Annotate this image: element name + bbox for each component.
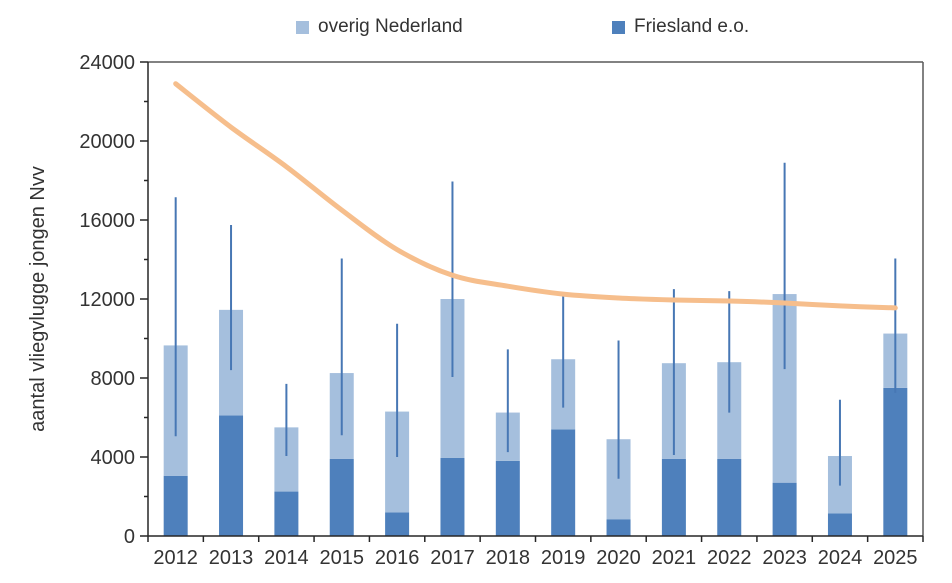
y-tick-label: 24000 — [79, 52, 135, 74]
plot-area: 0 4000 8000 12000 16000 20000 24000 2012 2013 201… — [79, 52, 924, 569]
trend-line-path — [173, 81, 898, 311]
x-tick-label: 2020 — [596, 547, 641, 569]
x-tick-label: 2022 — [707, 547, 752, 569]
x-tick-label: 2023 — [762, 547, 807, 569]
x-tick-label: 2021 — [652, 547, 697, 569]
x-tick-label: 2024 — [818, 547, 863, 569]
x-tick-label: 2012 — [153, 547, 198, 569]
y-tick-label: 0 — [124, 526, 135, 548]
bar-friesland-segment — [551, 429, 576, 536]
bar-friesland-segment — [495, 460, 520, 536]
x-tick-label: 2015 — [320, 547, 365, 569]
bar-friesland-segment — [274, 491, 299, 536]
x-tick-label: 2025 — [873, 547, 918, 569]
y-tick-label: 8000 — [91, 368, 136, 390]
x-tick-label: 2019 — [541, 547, 586, 569]
x-tick-label: 2014 — [264, 547, 309, 569]
bar-friesland-segment — [661, 458, 686, 536]
x-tick-label: 2018 — [486, 547, 531, 569]
bar-friesland-segment — [717, 458, 742, 536]
x-tick-label: 2016 — [375, 547, 420, 569]
y-tick-label: 12000 — [79, 289, 135, 311]
y-axis-title: aantal vliegvlugge jongen Nvv — [27, 166, 49, 432]
y-tick-label: 20000 — [79, 131, 135, 153]
bar-friesland-segment — [883, 387, 908, 536]
bar-friesland-segment — [772, 482, 797, 536]
y-tick-label: 16000 — [79, 210, 135, 232]
bar-friesland-segment — [827, 513, 852, 536]
bar-friesland-segment — [440, 457, 465, 536]
bar-friesland-segment — [219, 415, 244, 536]
bar-friesland-segment — [163, 475, 188, 536]
y-tick-label: 4000 — [91, 447, 136, 469]
bar-friesland-segment — [329, 458, 354, 536]
bar-friesland-segment — [606, 519, 631, 536]
x-tick-label: 2017 — [430, 547, 475, 569]
x-tick-label: 2013 — [209, 547, 254, 569]
bar-friesland-segment — [385, 512, 410, 536]
